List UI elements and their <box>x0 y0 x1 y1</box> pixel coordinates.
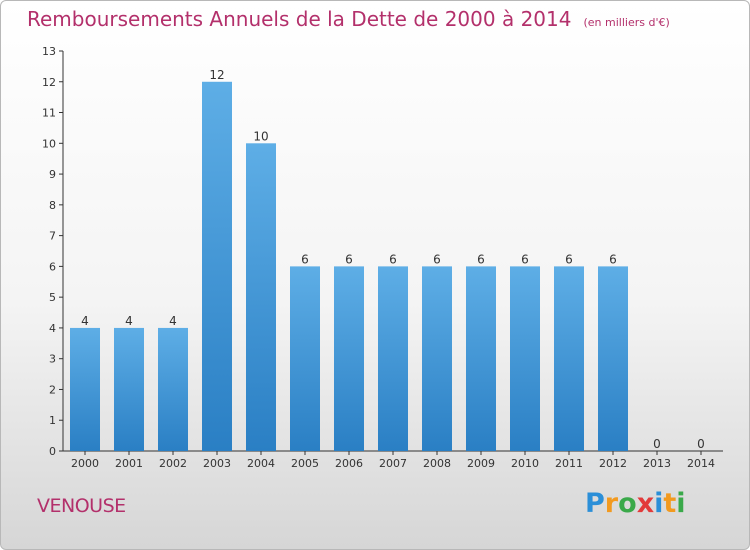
bar <box>202 81 232 452</box>
y-tick-label: 3 <box>49 353 56 366</box>
value-label: 12 <box>209 68 224 82</box>
x-tick-label: 2002 <box>159 457 187 470</box>
value-label: 10 <box>253 129 268 143</box>
bar <box>246 143 276 452</box>
y-tick-label: 0 <box>49 445 56 458</box>
x-tick-label: 2013 <box>643 457 671 470</box>
y-tick-label: 2 <box>49 383 56 396</box>
value-label: 6 <box>565 252 573 266</box>
y-tick-label: 10 <box>42 137 56 150</box>
x-tick-label: 2001 <box>115 457 143 470</box>
x-tick-label: 2006 <box>335 457 363 470</box>
y-tick-label: 9 <box>49 168 56 181</box>
value-label: 6 <box>433 252 441 266</box>
bar <box>70 327 100 451</box>
x-tick-label: 2010 <box>511 457 539 470</box>
y-tick-label: 4 <box>49 322 56 335</box>
value-label: 6 <box>477 252 485 266</box>
bar <box>290 266 320 451</box>
x-tick-label: 2008 <box>423 457 451 470</box>
y-tick-label: 11 <box>42 107 56 120</box>
y-tick-label: 6 <box>49 260 56 273</box>
y-tick-label: 8 <box>49 199 56 212</box>
y-tick-label: 1 <box>49 414 56 427</box>
logo-letter: i <box>654 488 664 519</box>
x-tick-label: 2007 <box>379 457 407 470</box>
x-tick-label: 2000 <box>71 457 99 470</box>
x-tick-label: 2004 <box>247 457 275 470</box>
x-tick-label: 2011 <box>555 457 583 470</box>
chart-title: Remboursements Annuels de la Dette de 20… <box>27 7 670 31</box>
value-label: 6 <box>389 252 397 266</box>
bar <box>510 266 540 451</box>
value-label: 6 <box>521 252 529 266</box>
x-tick-label: 2009 <box>467 457 495 470</box>
proxiti-logo: Proxiti <box>585 488 686 519</box>
logo-letter: r <box>604 488 619 519</box>
value-label: 4 <box>125 314 133 328</box>
logo-letter: t <box>663 488 677 519</box>
bar <box>466 266 496 451</box>
value-label: 4 <box>81 314 89 328</box>
bar <box>158 327 188 451</box>
x-tick-label: 2012 <box>599 457 627 470</box>
x-tick-label: 2003 <box>203 457 231 470</box>
y-tick-label: 13 <box>42 45 56 58</box>
y-tick-label: 12 <box>42 76 56 89</box>
x-tick-label: 2005 <box>291 457 319 470</box>
bar <box>422 266 452 451</box>
commune-name: VENOUSE <box>37 495 126 517</box>
bar <box>334 266 364 451</box>
title-text: Remboursements Annuels de la Dette de 20… <box>27 7 572 31</box>
value-label: 6 <box>345 252 353 266</box>
unit-note: (en milliers d'€) <box>583 16 670 29</box>
value-label: 0 <box>697 437 705 451</box>
value-label: 6 <box>609 252 617 266</box>
bar <box>598 266 628 451</box>
logo-letter: P <box>585 488 605 519</box>
value-label: 0 <box>653 437 661 451</box>
bar <box>378 266 408 451</box>
x-tick-label: 2014 <box>687 457 715 470</box>
bar <box>554 266 584 451</box>
logo-letter: i <box>676 488 686 519</box>
y-tick-label: 5 <box>49 291 56 304</box>
logo-letter: o <box>618 488 637 519</box>
value-label: 4 <box>169 314 177 328</box>
logo-letter: x <box>636 488 655 519</box>
y-tick-label: 7 <box>49 230 56 243</box>
bar <box>114 327 144 451</box>
value-label: 6 <box>301 252 309 266</box>
